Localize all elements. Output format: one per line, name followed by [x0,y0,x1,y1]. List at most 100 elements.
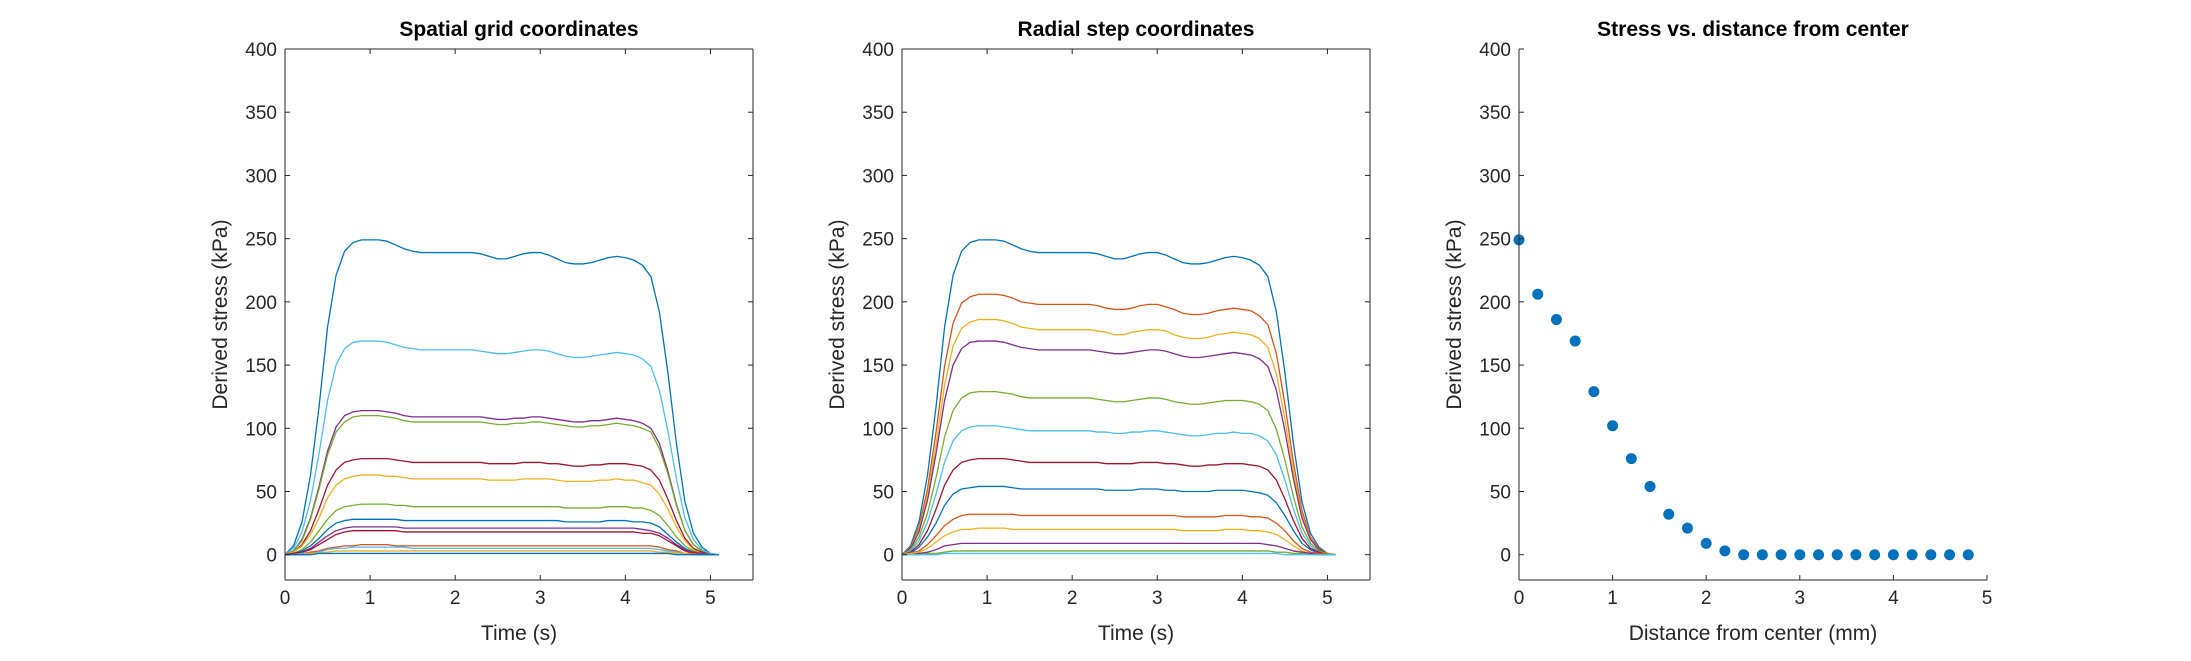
data-point [1887,549,1899,561]
y-tick-label: 50 [1490,483,1511,504]
x-tick-label: 5 [1982,588,1993,609]
data-point [1813,549,1825,561]
data-point [1831,549,1843,561]
x-tick-label: 4 [1237,588,1248,609]
chart-title: Stress vs. distance from center [1597,18,1909,41]
y-tick-label: 200 [245,293,277,314]
plot-data [284,239,720,556]
data-point [1644,480,1656,492]
plot-area [1519,49,1987,580]
chart-title: Spatial grid coordinates [399,18,638,41]
x-tick-label: 5 [1322,588,1333,609]
plot-area [285,49,753,580]
y-tick-label: 250 [245,230,277,251]
data-point [1681,522,1693,534]
series-line-11 [902,542,1336,556]
series-line-5 [284,457,719,556]
series-line-10 [284,530,719,556]
y-axis-label: Derived stress (kPa) [826,219,849,409]
series-line-13 [285,550,719,556]
series-line-11 [285,543,719,556]
chart-title: Radial step coordinates [1018,18,1255,41]
y-tick-label: 50 [873,483,894,504]
data-point [1794,549,1806,561]
x-tick-label: 5 [705,588,716,609]
series-line-6 [901,425,1336,556]
series-line-1 [284,239,720,556]
y-tick-label: 400 [862,40,894,61]
y-tick-label: 300 [862,166,894,187]
series-line-7 [284,503,719,556]
data-point [1869,549,1881,561]
x-tick-label: 0 [280,588,291,609]
data-point [1532,288,1544,300]
y-tick-label: 150 [862,356,894,377]
y-tick-label: 250 [1479,230,1511,251]
y-tick-label: 300 [245,166,277,187]
series-line-5 [901,390,1337,556]
data-point [1569,335,1581,347]
series-line-3 [284,409,719,556]
data-point [1625,453,1637,465]
series-line-2 [901,293,1337,556]
data-point [1944,549,1956,561]
series-line-4 [901,340,1337,556]
axes-frame [901,48,1371,581]
data-point [1925,549,1937,561]
y-axis-label: Derived stress (kPa) [209,219,232,409]
data-point [1756,549,1768,561]
y-tick-label: 350 [862,103,894,124]
data-point [1719,545,1731,557]
x-tick-label: 0 [1514,588,1525,609]
series-line-13 [902,552,1336,556]
y-tick-label: 400 [1479,40,1511,61]
data-point [1700,537,1712,549]
y-tick-label: 200 [1479,293,1511,314]
x-tick-label: 2 [1701,588,1712,609]
x-tick-label: 4 [620,588,631,609]
y-tick-label: 100 [862,419,894,440]
y-tick-label: 250 [862,230,894,251]
data-point [1607,420,1619,432]
y-tick-label: 0 [1500,546,1511,567]
series-line-6 [284,474,719,556]
data-point [1738,549,1750,561]
series-line-8 [901,485,1336,556]
series-line-7 [901,457,1336,556]
y-tick-label: 100 [245,419,277,440]
data-point [1550,314,1562,326]
y-tick-label: 150 [1479,356,1511,377]
x-axis-label: Time (s) [481,622,557,645]
axes-frame [284,48,754,581]
x-axis-label: Distance from center (mm) [1629,622,1878,645]
x-tick-label: 2 [1067,588,1078,609]
data-point [1850,549,1862,561]
data-point [1663,508,1675,520]
series-line-8 [284,518,719,556]
x-tick-label: 3 [535,588,546,609]
x-tick-label: 2 [450,588,461,609]
x-tick-label: 1 [982,588,993,609]
axes-frame [1518,48,1988,581]
x-tick-label: 0 [897,588,908,609]
data-point [1962,549,1974,561]
data-point [1775,549,1787,561]
y-tick-label: 50 [256,483,277,504]
series-line-1 [901,239,1337,556]
y-tick-label: 400 [245,40,277,61]
series-line-12 [285,546,719,556]
y-tick-label: 0 [266,546,277,567]
y-tick-label: 350 [1479,103,1511,124]
y-tick-label: 0 [883,546,894,567]
x-tick-label: 4 [1888,588,1899,609]
series-line-3 [901,318,1337,556]
y-tick-label: 350 [245,103,277,124]
y-tick-label: 150 [245,356,277,377]
y-axis-label: Derived stress (kPa) [1443,219,1466,409]
plot-data [1513,234,1974,561]
